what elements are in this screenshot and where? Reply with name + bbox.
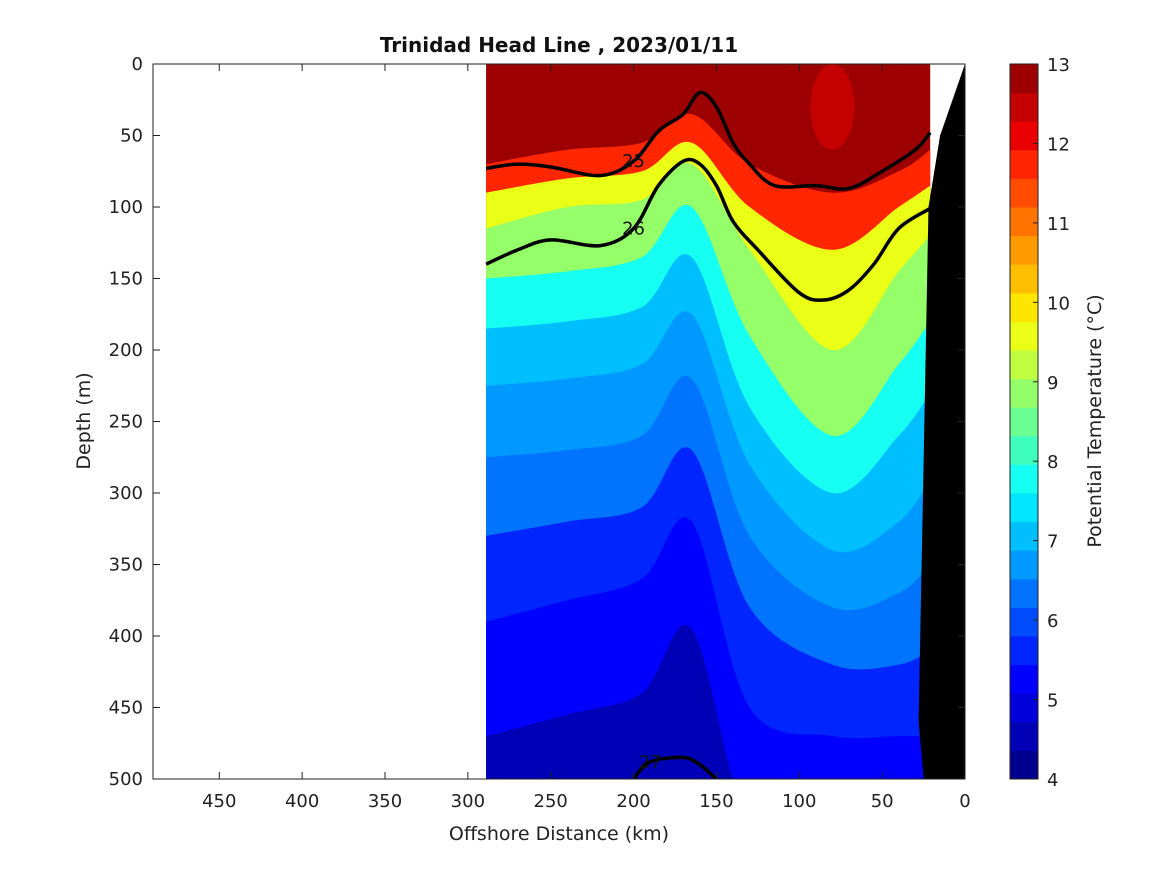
colorbar-swatch xyxy=(1010,407,1038,437)
y-tick-label: 250 xyxy=(109,412,143,433)
x-tick-label: 400 xyxy=(285,791,319,812)
colorbar-swatch xyxy=(1010,550,1038,580)
x-tick-label: 450 xyxy=(202,791,236,812)
isopycnal-27 xyxy=(632,755,718,779)
y-axis-label: Depth (m) xyxy=(73,372,95,469)
colorbar-tick-label: 11 xyxy=(1047,214,1070,235)
y-tick-label: 400 xyxy=(109,626,143,647)
colorbar-frame xyxy=(1009,63,1039,780)
colorbar-swatch xyxy=(1010,721,1038,751)
colorbar-tick-label: 5 xyxy=(1047,691,1058,712)
chart-title: Trinidad Head Line , 2023/01/11 xyxy=(380,33,738,57)
colorbar-tick-label: 12 xyxy=(1047,134,1070,155)
colorbar-tick-label: 4 xyxy=(1047,770,1058,791)
warm-core-patch xyxy=(810,64,855,150)
colorbar-swatch xyxy=(1010,350,1038,380)
colorbar-swatch xyxy=(1010,321,1038,351)
colorbar-tick-label: 13 xyxy=(1047,55,1070,76)
y-tick-label: 300 xyxy=(109,483,143,504)
colorbar-swatch xyxy=(1010,435,1038,465)
colorbar-swatch xyxy=(1010,92,1038,122)
isopycnal-26 xyxy=(485,157,932,302)
x-tick-label: 250 xyxy=(534,791,568,812)
y-tick-label: 200 xyxy=(109,340,143,361)
colorbar-swatch xyxy=(1010,693,1038,723)
isopycnal-layer: 25 26 27 xyxy=(485,90,932,779)
y-tick-label: 350 xyxy=(109,555,143,576)
colorbar-swatch xyxy=(1010,521,1038,551)
colorbar-swatch xyxy=(1010,636,1038,666)
colorbar-tick-label: 7 xyxy=(1047,532,1058,553)
y-tick-label: 150 xyxy=(109,269,143,290)
x-tick-label: 300 xyxy=(451,791,485,812)
colorbar-tick-label: 9 xyxy=(1047,373,1058,394)
isopycnal-label-25: 25 xyxy=(622,151,645,172)
x-tick-label: 0 xyxy=(959,791,970,812)
colorbar-swatch xyxy=(1010,235,1038,265)
y-tick-label: 0 xyxy=(132,54,143,75)
isopycnal-label-27: 27 xyxy=(639,752,662,773)
x-tick-label: 100 xyxy=(782,791,816,812)
bathymetry-shelf xyxy=(918,64,965,779)
y-axis-ticks: 0 50 100 150 200 250 300 350 400 450 500 xyxy=(109,54,965,790)
colorbar-swatch xyxy=(1010,178,1038,208)
temp-band-5 xyxy=(486,625,733,779)
colorbar-swatch xyxy=(1010,264,1038,294)
temperature-fill-layer xyxy=(486,64,931,779)
y-tick-label: 500 xyxy=(109,769,143,790)
colorbar-swatch xyxy=(1010,149,1038,179)
isopycnal-25 xyxy=(485,90,932,191)
colorbar-swatch xyxy=(1010,121,1038,151)
colorbar-tick-label: 10 xyxy=(1047,293,1070,314)
colorbar-label: Potential Temperature (°C) xyxy=(1084,294,1106,547)
colorbar-tick-label: 6 xyxy=(1047,611,1058,632)
x-tick-label: 150 xyxy=(699,791,733,812)
colorbar: 4 5 6 7 8 9 10 11 12 13 xyxy=(1009,55,1070,791)
x-tick-label: 200 xyxy=(616,791,650,812)
colorbar-swatch xyxy=(1010,292,1038,322)
y-tick-label: 50 xyxy=(120,126,143,147)
colorbar-swatch xyxy=(1010,750,1038,780)
colorbar-swatch xyxy=(1010,207,1038,237)
colorbar-swatch xyxy=(1010,64,1038,94)
colorbar-swatch xyxy=(1010,493,1038,523)
colorbar-swatch xyxy=(1010,578,1038,608)
y-tick-label: 100 xyxy=(109,197,143,218)
y-tick-label: 450 xyxy=(109,698,143,719)
bathymetry-layer xyxy=(918,64,965,779)
x-tick-label: 50 xyxy=(871,791,894,812)
colorbar-swatch xyxy=(1010,464,1038,494)
isopycnal-label-26: 26 xyxy=(622,218,645,239)
x-axis-ticks: 450 400 350 300 250 200 150 100 50 0 xyxy=(202,64,971,812)
colorbar-swatch xyxy=(1010,607,1038,637)
colorbar-swatch xyxy=(1010,664,1038,694)
colorbar-swatch xyxy=(1010,378,1038,408)
x-axis-label: Offshore Distance (km) xyxy=(449,823,669,845)
x-tick-label: 350 xyxy=(368,791,402,812)
colorbar-tick-label: 8 xyxy=(1047,452,1058,473)
